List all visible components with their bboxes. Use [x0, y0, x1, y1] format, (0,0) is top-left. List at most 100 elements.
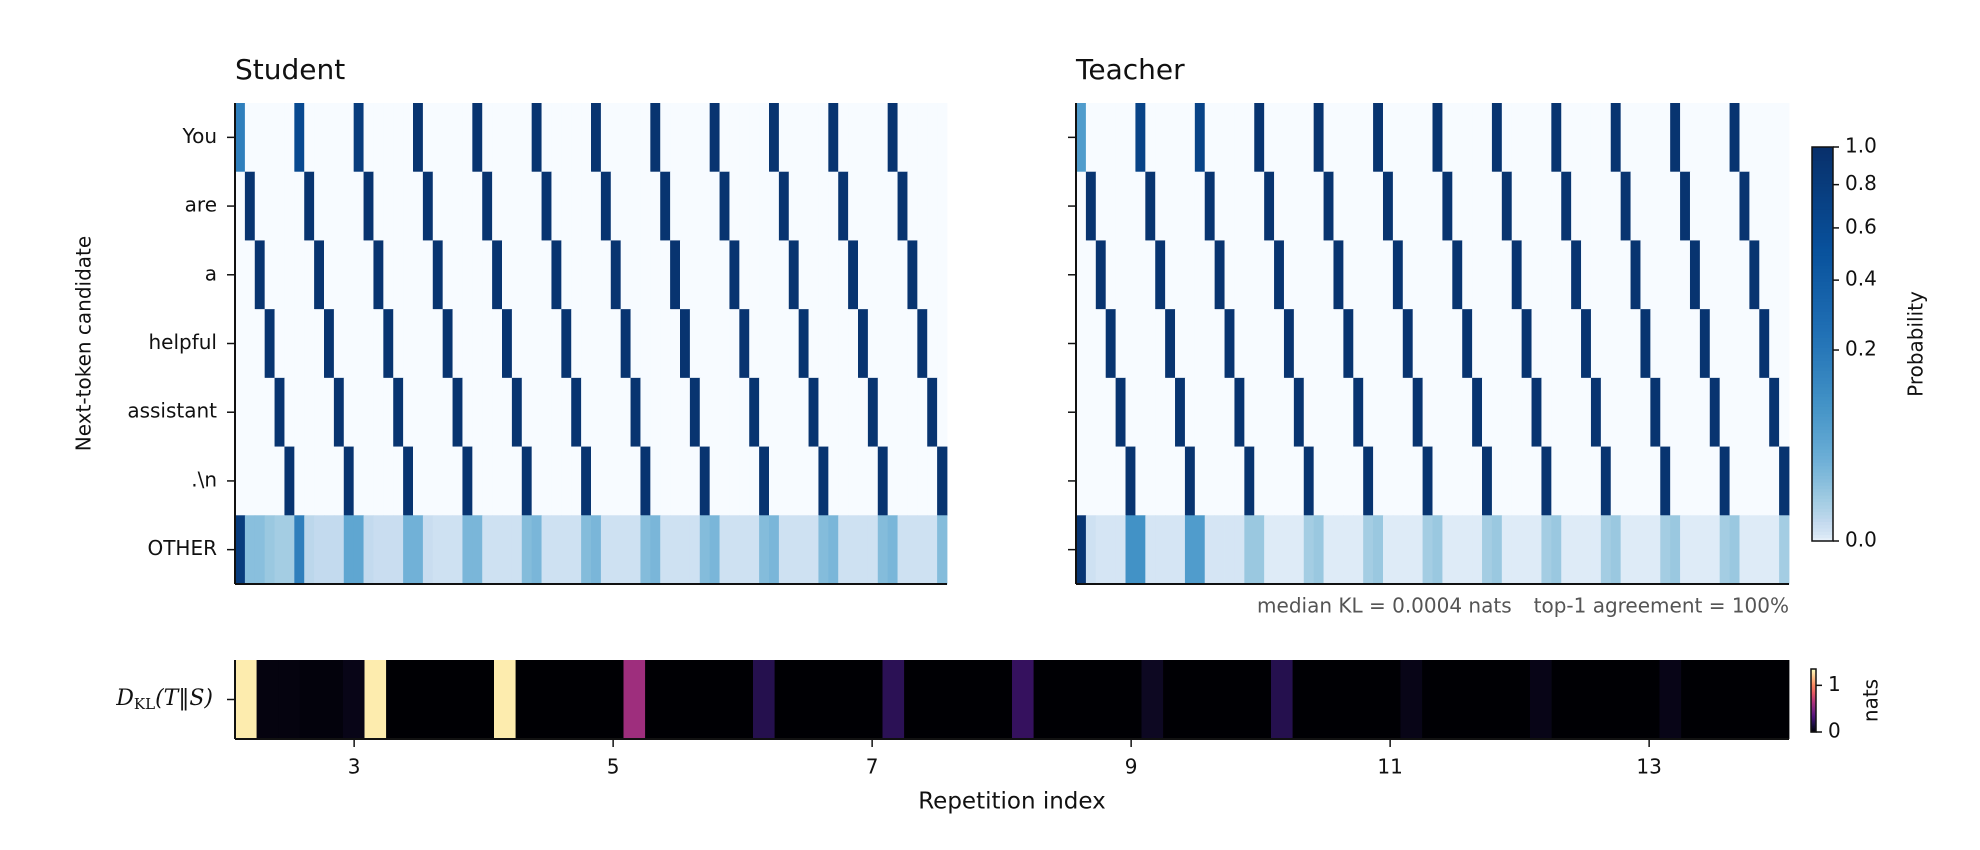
kl-cell — [472, 660, 495, 739]
heatmap-cell — [1739, 171, 1750, 241]
heatmap-cell — [1610, 377, 1622, 447]
heatmap-cell — [1145, 240, 1156, 310]
heatmap-cell — [254, 309, 266, 379]
heatmap-cell — [1184, 103, 1196, 173]
heatmap-cell — [1680, 377, 1691, 447]
colorbar-slice — [1812, 271, 1833, 276]
heatmap-cell — [1155, 171, 1166, 241]
heatmap-cell — [1551, 103, 1562, 173]
colorbar-tick-label: 1.0 — [1845, 134, 1877, 158]
heatmap-cell — [1214, 377, 1225, 447]
heatmap-cell — [1491, 446, 1503, 516]
heatmap-cell — [1145, 103, 1156, 173]
heatmap-cell — [1689, 377, 1701, 447]
heatmap-cell — [274, 515, 285, 585]
kl-cell — [1508, 660, 1531, 739]
heatmap-cell — [1640, 309, 1651, 379]
heatmap-cell — [541, 309, 552, 379]
heatmap-cell — [1521, 103, 1532, 173]
heatmap-cell — [462, 377, 473, 447]
heatmap-cell — [1363, 309, 1374, 379]
heatmap-cell — [1353, 446, 1364, 516]
kl-cell — [688, 660, 711, 739]
heatmap-cell — [927, 103, 938, 173]
heatmap-cell — [1165, 309, 1176, 379]
heatmap-cell — [650, 171, 661, 241]
kl-argument: (T‖S) — [155, 686, 213, 711]
heatmap-cell — [630, 171, 641, 241]
colorbar-tick-label: 0.4 — [1845, 267, 1877, 291]
heatmap-cell — [660, 515, 671, 585]
heatmap-cell — [482, 171, 493, 241]
heatmap-cell — [363, 515, 374, 585]
heatmap-cell — [1076, 103, 1087, 173]
heatmap-cell — [1779, 240, 1790, 310]
colorbar-tick-label: 0.0 — [1845, 528, 1877, 552]
heatmap-cell — [1412, 171, 1423, 241]
heatmap-cell — [492, 515, 503, 585]
heatmap-cell — [1323, 171, 1334, 241]
colorbar-frame — [1811, 146, 1834, 542]
heatmap-cell — [1531, 515, 1542, 585]
kl-cell — [1530, 660, 1552, 739]
heatmap-cell — [1303, 103, 1315, 173]
heatmap-cell — [1363, 240, 1374, 310]
colorbar-tick-label: 0.2 — [1845, 337, 1877, 361]
heatmap-cell — [1224, 515, 1235, 585]
heatmap-cell — [432, 377, 444, 447]
heatmap-cell — [422, 240, 434, 310]
heatmap-cell — [897, 309, 908, 379]
heatmap-cell — [848, 309, 859, 379]
heatmap-cell — [432, 515, 444, 585]
heatmap-cell — [1551, 515, 1562, 585]
heatmap-cell — [383, 171, 394, 241]
heatmap-cell — [848, 103, 859, 173]
heatmap-cell — [1779, 377, 1790, 447]
heatmap-cell — [1660, 171, 1671, 241]
colorbar-slice — [1812, 475, 1833, 480]
kl-cell — [1616, 660, 1639, 739]
heatmap-cell — [838, 171, 849, 241]
heatmap-cell — [1749, 377, 1760, 447]
colorbar-slice — [1812, 435, 1833, 440]
heatmap-cell — [1274, 171, 1285, 241]
heatmap-cell — [1501, 309, 1513, 379]
heatmap-cell — [383, 103, 394, 173]
heatmap-cell — [314, 309, 325, 379]
heatmap-cell — [739, 446, 750, 516]
heatmap-cell — [749, 377, 760, 447]
colorbar-slice — [1812, 376, 1833, 381]
heatmap-cell — [610, 446, 622, 516]
heatmap-cell — [1689, 515, 1701, 585]
heatmap-cell — [1274, 377, 1285, 447]
heatmap-cell — [1204, 515, 1216, 585]
heatmap-cell — [769, 515, 780, 585]
heatmap-cell — [333, 377, 345, 447]
heatmap-cell — [1343, 309, 1354, 379]
heatmap-cell — [324, 103, 335, 173]
heatmap-cell — [759, 377, 770, 447]
heatmap-cell — [1739, 240, 1750, 310]
heatmap-cell — [581, 377, 592, 447]
heatmap-cell — [798, 377, 809, 447]
kl-cell — [1141, 660, 1164, 739]
colorbar-slice — [1812, 445, 1833, 450]
heatmap-cell — [1293, 103, 1305, 173]
colorbar-slice — [1812, 514, 1833, 519]
heatmap-cell — [1165, 515, 1176, 585]
heatmap-cell — [531, 377, 542, 447]
heatmap-cell — [1283, 103, 1295, 173]
heatmap-cell — [294, 377, 305, 447]
heatmap-cell — [363, 377, 374, 447]
heatmap-cell — [1135, 171, 1146, 241]
colorbar-slice — [1812, 465, 1833, 470]
colorbar-slice — [1812, 468, 1833, 473]
heatmap-cell — [254, 377, 266, 447]
heatmap-cell — [1719, 103, 1730, 173]
heatmap-cell — [719, 446, 730, 516]
heatmap-cell — [1264, 446, 1275, 516]
heatmap-cell — [887, 446, 898, 516]
heatmap-cell — [403, 309, 414, 379]
heatmap-cell — [620, 240, 631, 310]
